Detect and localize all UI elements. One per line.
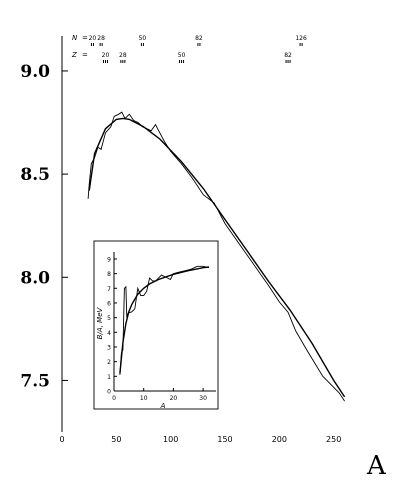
inset-y-tick-label: 0 xyxy=(107,389,111,396)
magic-n-label: 20 xyxy=(89,35,97,42)
inset-x-tick-label: 0 xyxy=(112,395,116,402)
main-x-tick-label: 200 xyxy=(272,435,287,444)
inset-x-tick-label: 30 xyxy=(199,395,207,402)
inset-y-tick-label: 6 xyxy=(107,300,111,307)
inset-y-tick-label: 9 xyxy=(107,256,111,263)
magic-z-label: 28 xyxy=(119,52,127,59)
z-equals: = xyxy=(82,51,88,59)
magic-n-label: 82 xyxy=(195,35,203,42)
inset-y-tick-label: 3 xyxy=(107,344,111,351)
magic-n-label: 126 xyxy=(295,35,307,42)
main-x-tick-label: 150 xyxy=(217,435,232,444)
inset-y-axis-label: B/A, MeV xyxy=(96,306,104,339)
main-x-tick-label: 0 xyxy=(59,435,64,444)
panel-letter: A xyxy=(366,451,387,481)
inset-y-axis: 0 1 2 3 4 5 6 7 8 9 xyxy=(107,252,117,396)
inset-x-axis-label: A xyxy=(160,402,166,410)
inset-y-tick-label: 2 xyxy=(107,359,111,366)
n-equals: = xyxy=(82,34,88,42)
inset-x-tick-label: 10 xyxy=(140,395,148,402)
main-y-tick-label: 8.0 xyxy=(20,268,50,288)
main-x-tick-label: 100 xyxy=(163,435,178,444)
main-x-tick-label: 250 xyxy=(326,435,341,444)
inset-y-tick-label: 1 xyxy=(107,374,111,381)
z-label: Z xyxy=(71,51,77,59)
inset-x-axis: 0 10 20 30 xyxy=(112,388,216,402)
magic-z-label: 82 xyxy=(284,52,292,59)
inset-y-tick-label: 5 xyxy=(107,315,111,322)
magic-n-label: 50 xyxy=(139,35,147,42)
magic-z-label: 20 xyxy=(102,52,110,59)
main-series-group xyxy=(87,111,346,402)
main-y-tick-label: 9.0 xyxy=(20,62,50,82)
main-y-tick-label: 8.5 xyxy=(20,165,50,185)
inset-y-tick-label: 8 xyxy=(107,271,111,278)
inset-x-tick-label: 20 xyxy=(170,395,178,402)
main-experimental-curve xyxy=(87,111,345,402)
main-x-axis: 0 50 100 150 200 250 xyxy=(59,435,341,444)
n-label: N xyxy=(72,34,78,42)
main-y-axis: 7.5 8.0 8.5 9.0 xyxy=(20,36,68,432)
main-binding-energy-plot: 7.58.08.59.0 0 50 100 150 200 250 N = 20 28 50 82 1… xyxy=(20,34,346,444)
main-x-tick-label: 50 xyxy=(111,435,121,444)
magic-n-label: 28 xyxy=(97,35,105,42)
inset-y-tick-label: 4 xyxy=(107,330,111,337)
inset-light-nuclei-plot: 0 1 2 3 4 5 6 7 8 9 0 10 20 30 A B/A, MeV xyxy=(93,240,219,410)
magic-z-label: 50 xyxy=(178,52,186,59)
inset-experimental-curve xyxy=(119,265,210,375)
inset-series-group xyxy=(119,265,210,375)
inset-smooth-curve xyxy=(119,266,210,374)
main-y-tick-label: 7.5 xyxy=(20,371,50,391)
inset-y-tick-label: 7 xyxy=(107,286,111,293)
